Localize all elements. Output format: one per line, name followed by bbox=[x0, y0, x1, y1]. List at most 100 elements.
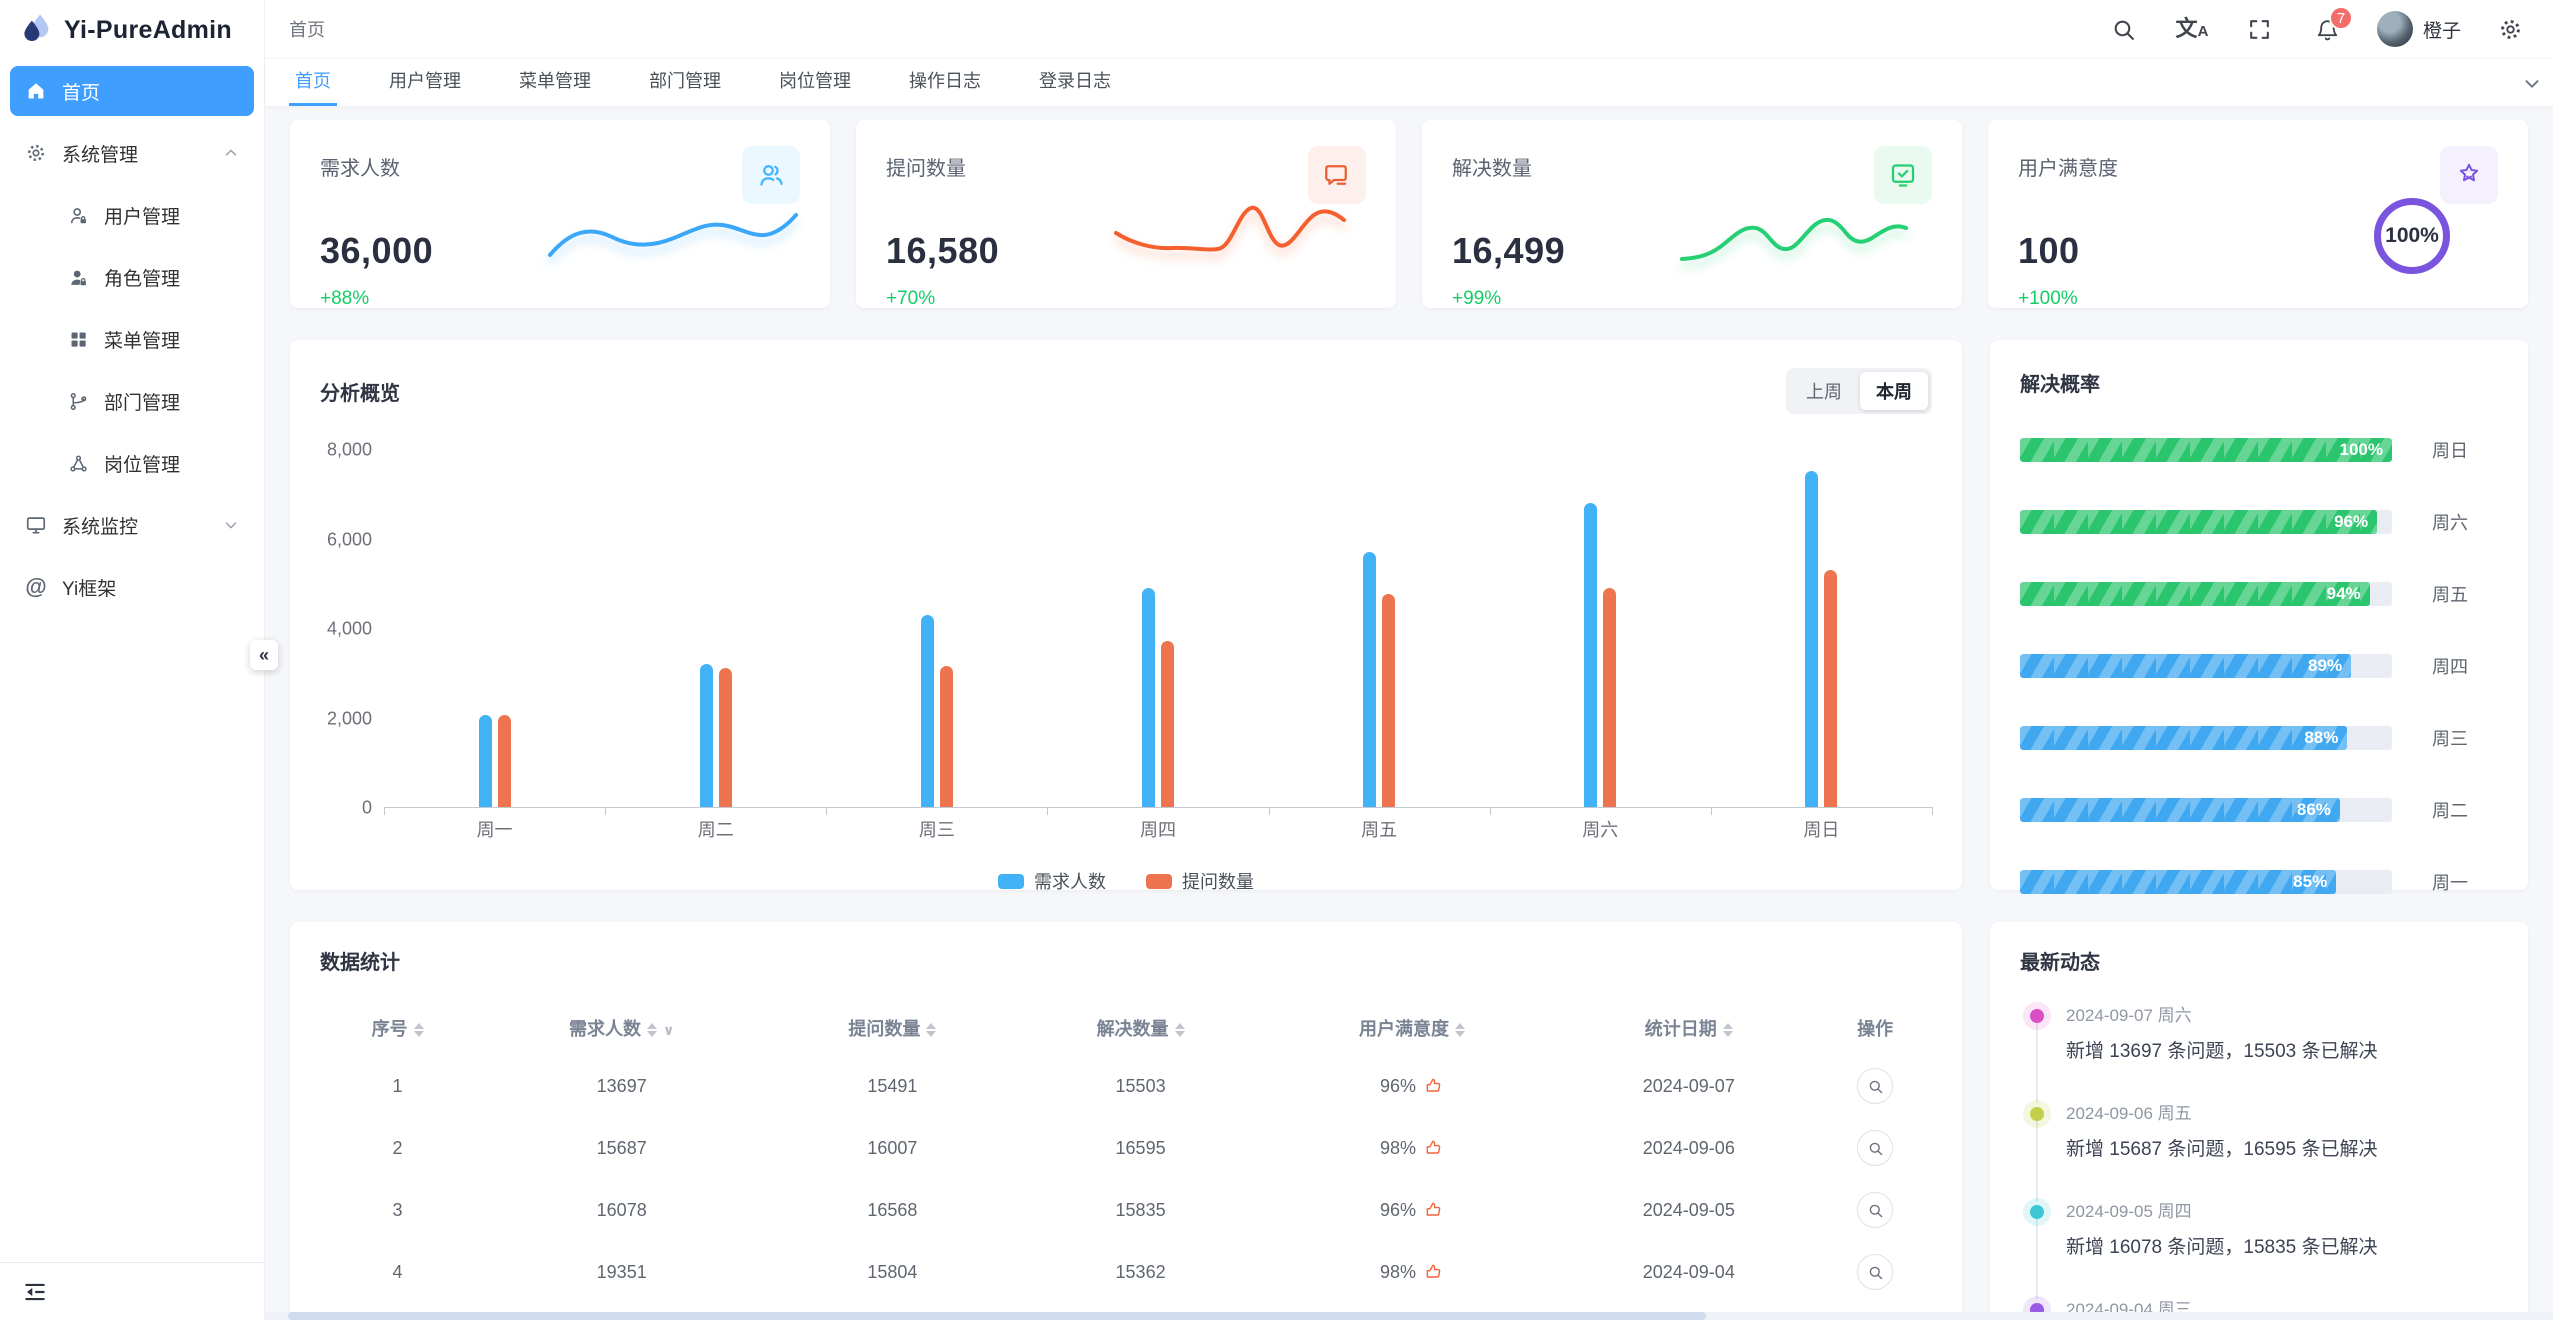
sidebar-subitem-label: 岗位管理 bbox=[104, 454, 181, 476]
progress-day-label: 周一 bbox=[2432, 873, 2468, 893]
sidebar-subitem-1-1[interactable]: 角色管理 bbox=[10, 252, 254, 302]
stats-row: 数据统计 序号 需求人数 ∨ 提问数量 解决数量 用户满意度 统计日期 操作 1 13697 15… bbox=[290, 922, 2528, 1320]
tab-0[interactable]: 首页 bbox=[289, 59, 337, 106]
page-content: 需求人数 36,000 +88% 提问数量 16,580 +70% 解决数量 16,499 +9… bbox=[265, 106, 2553, 1320]
check-message-icon bbox=[1891, 164, 1915, 187]
row-view-button[interactable] bbox=[1857, 1130, 1894, 1166]
tab-4[interactable]: 岗位管理 bbox=[779, 71, 851, 91]
sidebar-item-label: Yi框架 bbox=[62, 578, 117, 600]
tab-5[interactable]: 操作日志 bbox=[909, 71, 981, 91]
sort-carets-icon[interactable] bbox=[1455, 1023, 1466, 1038]
home-icon bbox=[28, 83, 44, 99]
table-header-1: 需求人数 ∨ bbox=[475, 1001, 768, 1055]
sidebar-menu: 首页系统管理用户管理角色管理菜单管理部门管理岗位管理系统监控 @ Yi框架 bbox=[0, 58, 264, 1262]
timeline-dot bbox=[2030, 1009, 2044, 1023]
bar-提问数量-周四 bbox=[1160, 641, 1174, 807]
progress-value: 89% bbox=[2308, 656, 2343, 675]
progress-fill: 89% bbox=[2020, 654, 2352, 678]
x-axis-label: 周六 bbox=[1582, 820, 1619, 840]
cell-date: 2024-09-04 bbox=[1642, 1261, 1735, 1282]
legend-item-需求人数[interactable]: 需求人数 bbox=[998, 868, 1106, 894]
filter-chevron-down-icon[interactable]: ∨ bbox=[663, 1022, 675, 1038]
progress-value: 100% bbox=[2339, 440, 2383, 459]
translate-button[interactable]: 文A bbox=[2173, 10, 2211, 48]
settings-button[interactable] bbox=[2491, 10, 2529, 48]
timeline-line bbox=[2036, 1121, 2038, 1201]
bar-需求人数-周一 bbox=[478, 715, 492, 807]
sidebar-subitem-label: 角色管理 bbox=[104, 268, 181, 290]
logo-row[interactable]: Yi-PureAdmin bbox=[0, 0, 264, 58]
cell-date: 2024-09-07 bbox=[1642, 1075, 1735, 1096]
main-area: 首页 文A bbox=[265, 0, 2553, 1320]
table-header-6: 操作 bbox=[1818, 1001, 1932, 1055]
last-week-button[interactable]: 上周 bbox=[1790, 372, 1858, 410]
satisfaction-value: 96% bbox=[1380, 1075, 1417, 1096]
sidebar-subitem-1-2[interactable]: 菜单管理 bbox=[10, 314, 254, 364]
timeline-line bbox=[2036, 1219, 2038, 1299]
bar-需求人数-周三 bbox=[920, 614, 934, 807]
progress-track: 100% bbox=[2020, 438, 2392, 462]
row-view-button[interactable] bbox=[1857, 1254, 1894, 1290]
table-row-4: 4 19351 15804 15362 98% 2024-09-04 bbox=[320, 1241, 1932, 1303]
bar-group-周六 bbox=[1490, 450, 1711, 807]
stat-card-3: 用户满意度 100 +100% 100% bbox=[1988, 120, 2528, 309]
scrollbar-thumb[interactable] bbox=[287, 1312, 1707, 1320]
app-logo-drop-icon bbox=[18, 11, 52, 50]
sidebar-item-label: 系统管理 bbox=[62, 144, 139, 166]
this-week-button[interactable]: 本周 bbox=[1860, 372, 1928, 410]
search-button[interactable] bbox=[2105, 10, 2143, 48]
sort-carets-icon[interactable] bbox=[1722, 1023, 1733, 1038]
bar-提问数量-周二 bbox=[718, 668, 732, 807]
sort-carets-icon[interactable] bbox=[647, 1023, 657, 1038]
user-menu[interactable]: 橙子 bbox=[2376, 11, 2461, 47]
sidebar-item-label: 首页 bbox=[62, 82, 101, 104]
bar-提问数量-周六 bbox=[1603, 587, 1617, 807]
progress-fill: 100% bbox=[2020, 438, 2392, 462]
sidebar-item-1[interactable]: 系统管理 bbox=[10, 128, 254, 178]
progress-day-label: 周二 bbox=[2432, 801, 2468, 821]
chevron-down-icon bbox=[225, 522, 237, 529]
notification-button[interactable]: 7 bbox=[2309, 6, 2353, 48]
sidebar-subitem-1-0[interactable]: 用户管理 bbox=[10, 190, 254, 240]
sort-carets-icon[interactable] bbox=[413, 1023, 424, 1038]
tab-6[interactable]: 登录日志 bbox=[1039, 71, 1111, 91]
fullscreen-button[interactable] bbox=[2241, 10, 2279, 48]
cell-solved: 16595 bbox=[1115, 1137, 1166, 1158]
horizontal-scrollbar[interactable] bbox=[265, 1312, 2553, 1320]
legend-item-提问数量[interactable]: 提问数量 bbox=[1146, 868, 1254, 894]
tabs: 首页 用户管理 菜单管理 部门管理 岗位管理 操作日志 登录日志 bbox=[289, 59, 1163, 106]
column-label: 统计日期 bbox=[1644, 1019, 1717, 1039]
sort-carets-icon[interactable] bbox=[1174, 1023, 1185, 1038]
fullscreen-icon bbox=[2250, 19, 2270, 39]
progress-row-周四: 89% 周四 bbox=[2020, 653, 2498, 679]
sidebar-subitem-1-4[interactable]: 岗位管理 bbox=[10, 438, 254, 488]
chart-y-axis: 0 2,000 4,000 6,000 8,000 bbox=[320, 440, 384, 818]
x-axis-label: 周二 bbox=[697, 820, 734, 840]
week-toggle: 上周 本周 bbox=[1786, 368, 1932, 414]
row-view-button[interactable] bbox=[1857, 1068, 1894, 1104]
progress-track: 88% bbox=[2020, 726, 2392, 750]
sidebar-item-2[interactable]: 系统监控 bbox=[10, 500, 254, 550]
satisfaction-ring: 100% bbox=[2374, 198, 2450, 274]
sparkline bbox=[1108, 193, 1370, 278]
sidebar-subitem-1-3[interactable]: 部门管理 bbox=[10, 376, 254, 426]
y-axis-tick-label: 4,000 bbox=[326, 618, 372, 639]
row-view-button[interactable] bbox=[1857, 1192, 1894, 1228]
tabbar-chevron-down-icon[interactable] bbox=[2521, 72, 2543, 94]
sidebar-collapse-button[interactable]: « bbox=[250, 640, 278, 670]
sidebar-item-0[interactable]: 首页 bbox=[10, 66, 254, 116]
magnifier-icon bbox=[1869, 1142, 1882, 1155]
sort-carets-icon[interactable] bbox=[926, 1023, 937, 1038]
chevron-down-icon bbox=[222, 516, 240, 534]
legend-label: 提问数量 bbox=[1182, 872, 1254, 892]
menu-fold-icon[interactable] bbox=[22, 1277, 52, 1307]
column-label: 提问数量 bbox=[848, 1019, 921, 1039]
y-axis-tick-label: 0 bbox=[361, 797, 372, 818]
sidebar-item-3[interactable]: @ Yi框架 bbox=[10, 562, 254, 612]
tab-2[interactable]: 菜单管理 bbox=[519, 71, 591, 91]
progress-row-周一: 85% 周一 bbox=[2020, 869, 2498, 895]
tab-3[interactable]: 部门管理 bbox=[649, 71, 721, 91]
x-axis-label: 周一 bbox=[476, 820, 513, 840]
tab-1[interactable]: 用户管理 bbox=[389, 71, 461, 91]
stat-label: 需求人数 bbox=[320, 158, 400, 180]
